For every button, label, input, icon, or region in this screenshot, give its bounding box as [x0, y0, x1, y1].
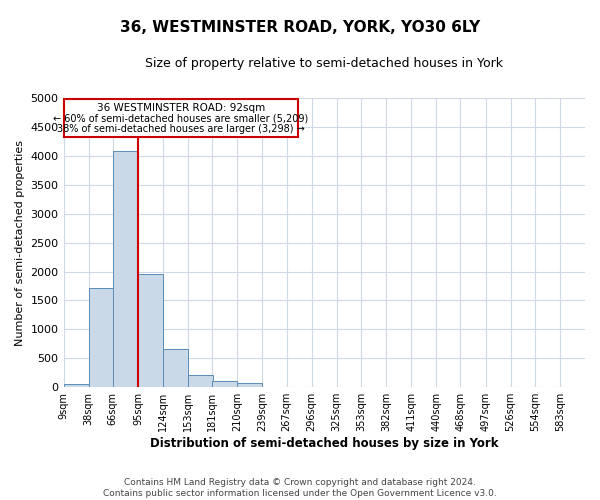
Text: 36, WESTMINSTER ROAD, YORK, YO30 6LY: 36, WESTMINSTER ROAD, YORK, YO30 6LY: [120, 20, 480, 35]
Bar: [64, 384, 89, 387]
Bar: [113, 152, 138, 387]
Y-axis label: Number of semi-detached properties: Number of semi-detached properties: [15, 140, 25, 346]
Text: 36 WESTMINSTER ROAD: 92sqm: 36 WESTMINSTER ROAD: 92sqm: [97, 102, 265, 113]
Bar: [138, 274, 163, 387]
X-axis label: Distribution of semi-detached houses by size in York: Distribution of semi-detached houses by …: [150, 437, 499, 450]
Bar: [238, 382, 262, 387]
Bar: [89, 288, 113, 387]
Text: ← 60% of semi-detached houses are smaller (5,209): ← 60% of semi-detached houses are smalle…: [53, 114, 308, 124]
Text: Contains HM Land Registry data © Crown copyright and database right 2024.
Contai: Contains HM Land Registry data © Crown c…: [103, 478, 497, 498]
Bar: [188, 375, 213, 387]
Bar: [163, 349, 188, 387]
Text: 38% of semi-detached houses are larger (3,298) →: 38% of semi-detached houses are larger (…: [57, 124, 305, 134]
Bar: [212, 382, 238, 387]
Title: Size of property relative to semi-detached houses in York: Size of property relative to semi-detach…: [145, 58, 503, 70]
FancyBboxPatch shape: [64, 99, 298, 138]
